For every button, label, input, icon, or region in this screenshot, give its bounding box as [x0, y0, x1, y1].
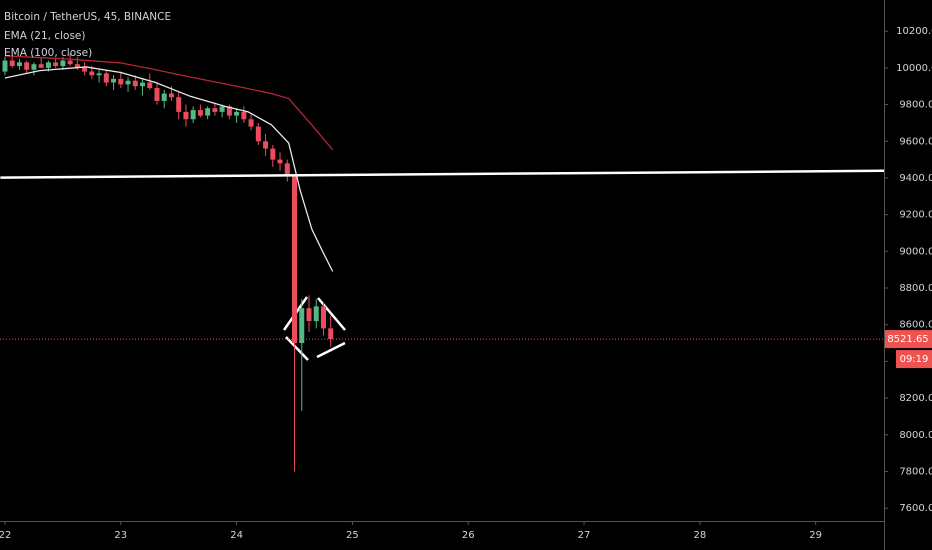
y-tick-label: 9400.00	[899, 173, 932, 184]
candle-body	[132, 80, 138, 87]
candle-body	[74, 64, 80, 68]
y-tick-label: 9800.00	[899, 100, 932, 111]
x-tick-label: 28	[693, 530, 706, 541]
ema-line	[4, 66, 334, 272]
candle-body	[31, 64, 37, 70]
x-tick-label: 27	[578, 530, 591, 541]
y-tick-label: 10000.00	[896, 63, 932, 74]
candle-body	[168, 93, 174, 98]
candle-body	[219, 106, 225, 112]
candle-body	[53, 62, 59, 67]
candle-body	[140, 82, 146, 87]
candle-body	[241, 111, 247, 120]
candle-body	[82, 67, 88, 72]
candle-body	[161, 93, 167, 101]
candle-body	[24, 62, 30, 70]
candle-body	[96, 73, 102, 76]
candle-body	[277, 159, 283, 164]
candle-body	[226, 106, 232, 116]
candle-body	[9, 60, 15, 67]
last-price-label: 8521.65	[887, 334, 928, 345]
candle-body	[205, 108, 211, 116]
ema-line	[4, 55, 334, 151]
candle-body	[255, 126, 261, 142]
candle-body	[60, 60, 66, 67]
legend-entry: EMA (100, close)	[4, 47, 92, 59]
y-tick-label: 9000.00	[899, 246, 932, 257]
candle-body	[299, 308, 305, 344]
candle-body	[306, 308, 312, 322]
countdown-label: 09:19	[900, 354, 929, 365]
candle-body	[270, 148, 276, 160]
y-tick-label: 8600.00	[899, 320, 932, 331]
x-tick-label: 26	[462, 530, 475, 541]
y-tick-label: 10200.00	[896, 26, 932, 37]
candle-body	[38, 64, 44, 68]
candle-body	[16, 62, 22, 67]
x-tick-label: 24	[230, 530, 243, 541]
y-tick-label: 8800.00	[899, 283, 932, 294]
candle-body	[320, 306, 326, 329]
y-tick-label: 9200.00	[899, 210, 932, 221]
candle-body	[103, 73, 109, 83]
candle-body	[284, 163, 290, 177]
countdown-badge	[896, 350, 932, 369]
candle-body	[197, 110, 203, 116]
y-tick-label: 7600.00	[899, 503, 932, 514]
candle-body	[190, 110, 196, 120]
drawing-line	[316, 341, 346, 359]
last-price-badge	[885, 330, 932, 349]
x-tick-label: 29	[809, 530, 822, 541]
candle-body	[176, 97, 182, 112]
candle-body	[248, 119, 254, 127]
candle-body	[111, 78, 117, 83]
chart-title: Bitcoin / TetherUS, 45, BINANCE	[4, 11, 171, 23]
candle-body	[154, 88, 160, 101]
candle-body	[292, 176, 298, 344]
candle-body	[183, 111, 189, 120]
candle-body	[212, 108, 218, 112]
candle-body	[313, 306, 319, 322]
candle-body	[263, 141, 269, 149]
candle-body	[89, 71, 95, 76]
candle-body	[125, 80, 131, 85]
drawing-line	[285, 336, 309, 361]
drawing-line	[317, 297, 346, 331]
candle-body	[45, 62, 51, 68]
candle-body	[234, 111, 240, 116]
x-tick-label: 25	[346, 530, 359, 541]
candle-body	[2, 60, 8, 72]
candle-body	[328, 328, 334, 340]
x-tick-label: 22	[0, 530, 11, 541]
y-tick-label: 8200.00	[899, 393, 932, 404]
legend-entry: EMA (21, close)	[4, 30, 86, 42]
x-tick-label: 23	[114, 530, 127, 541]
y-tick-label: 9600.00	[899, 136, 932, 147]
candle-body	[118, 78, 124, 85]
candle-body	[147, 82, 153, 89]
y-tick-label: 8000.00	[899, 430, 932, 441]
candle-body	[67, 60, 73, 65]
trendline	[0, 169, 885, 179]
y-tick-label: 7800.00	[899, 466, 932, 477]
